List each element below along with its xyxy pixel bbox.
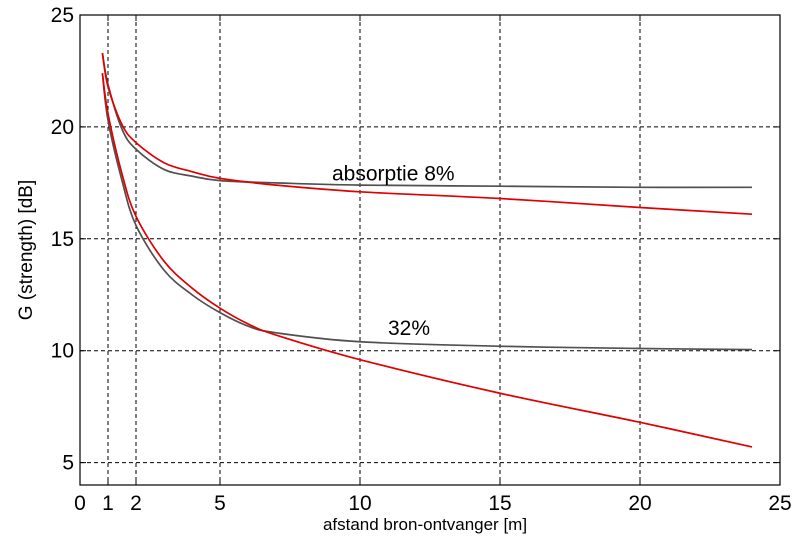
x-tick-label: 20 [628,492,651,515]
series-line-1 [101,52,753,189]
x-tick-label: 0 [74,492,86,515]
x-tick-label: 15 [488,492,511,515]
series-line-4 [101,73,753,448]
series-curves [101,52,753,448]
plot-frame [79,14,781,486]
annotation-label-2: 32% [388,317,430,340]
y-tick-label: 10 [51,340,74,363]
y-tick-label: 5 [62,452,74,475]
grid [80,15,780,485]
x-axis-title: afstand bron-ontvanger [m] [323,515,527,534]
x-tick-label: 1 [102,492,114,515]
x-tick-label: 25 [768,492,791,515]
x-tick-label: 5 [214,492,226,515]
y-axis-title: G (strength) [dB] [16,180,37,320]
x-tick-label: 10 [348,492,371,515]
x-tick-label: 2 [130,492,142,515]
y-tick-label: 20 [51,116,74,139]
series-line-3 [101,73,753,351]
series-line-2 [101,52,753,216]
annotations: absorptie 8% 32% [332,163,455,340]
y-tick-label: 25 [51,4,74,27]
annotation-label-1: absorptie 8% [332,163,455,186]
y-tick-label: 15 [51,228,74,251]
